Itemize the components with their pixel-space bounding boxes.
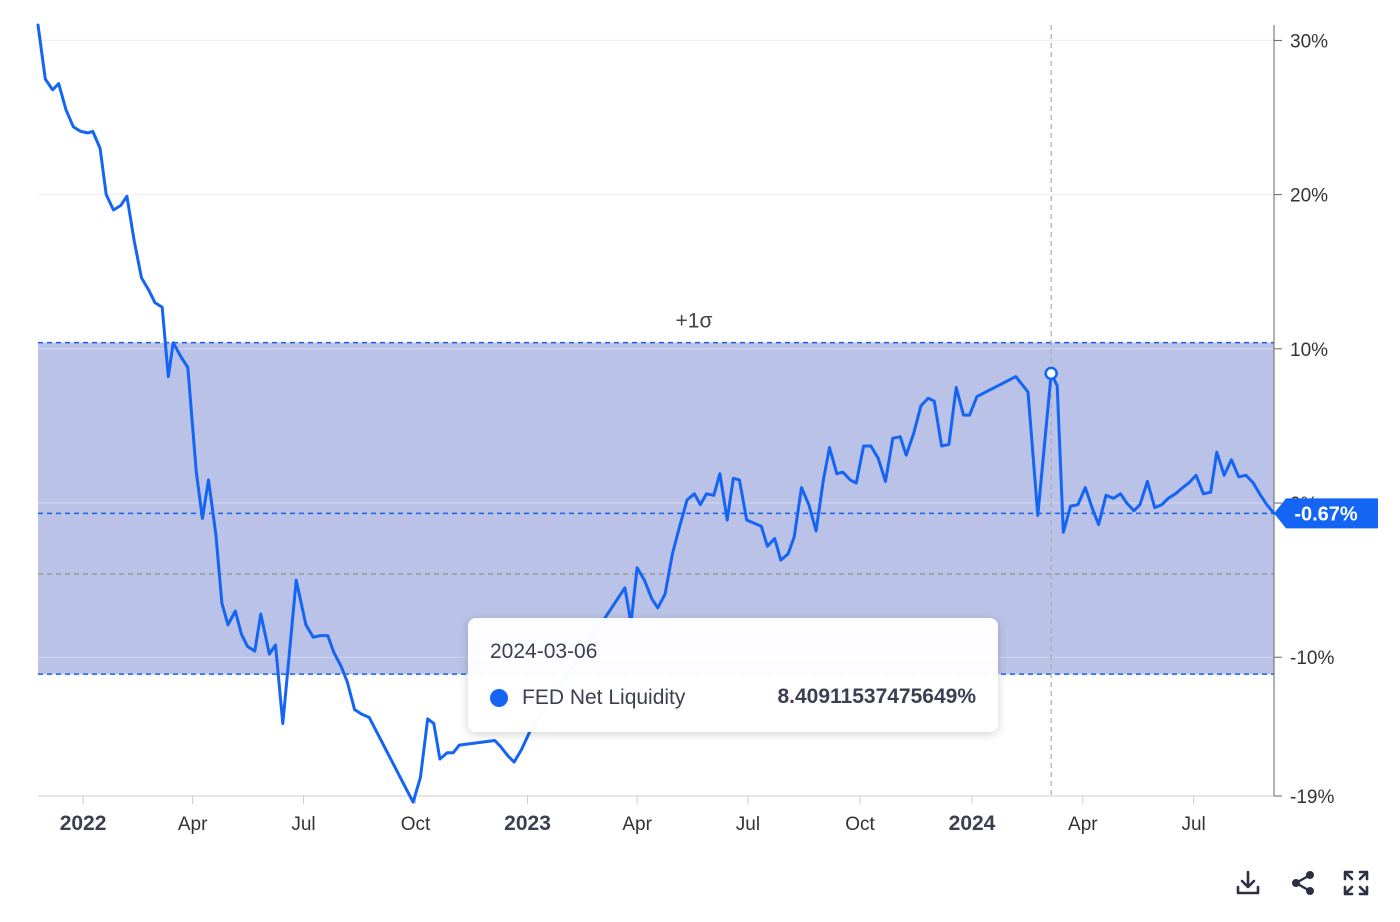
tooltip-series-name: FED Net Liquidity — [522, 686, 686, 709]
x-tick-label: Jul — [736, 814, 760, 835]
tooltip-date: 2024-03-06 — [490, 640, 598, 663]
y-tick-label: -10% — [1290, 648, 1334, 669]
tooltip-series-marker — [490, 689, 508, 707]
tooltip: 2024-03-06 FED Net Liquidity 8.409115374… — [468, 618, 998, 732]
x-tick-label: 2023 — [504, 812, 551, 835]
tooltip-value: 8.40911537475649% — [777, 685, 976, 708]
hover-point — [1044, 366, 1058, 381]
x-tick-label: Apr — [178, 814, 208, 835]
x-tick-label: Apr — [1068, 814, 1098, 835]
x-tick-label: 2022 — [60, 812, 107, 835]
download-icon[interactable] — [1233, 868, 1263, 898]
x-tick-label: Jul — [291, 814, 315, 835]
y-tick-label: -19% — [1290, 787, 1334, 808]
fullscreen-icon[interactable] — [1341, 868, 1371, 898]
x-tick-label: Oct — [401, 814, 431, 835]
series-line — [36, 23, 1276, 804]
share-icon[interactable] — [1288, 868, 1318, 898]
y-tick-label: 30% — [1290, 31, 1328, 52]
x-tick-label: Apr — [622, 814, 652, 835]
sigma-band-label: +1σ — [676, 310, 713, 333]
last-value-label: -0.67% — [1294, 503, 1358, 525]
y-tick-label: 10% — [1290, 340, 1328, 361]
last-value-flag — [1274, 498, 1378, 529]
y-tick-label: 20% — [1290, 186, 1328, 207]
x-tick-label: 2024 — [949, 812, 996, 835]
x-tick-label: Jul — [1181, 814, 1205, 835]
x-tick-label: Oct — [845, 814, 875, 835]
